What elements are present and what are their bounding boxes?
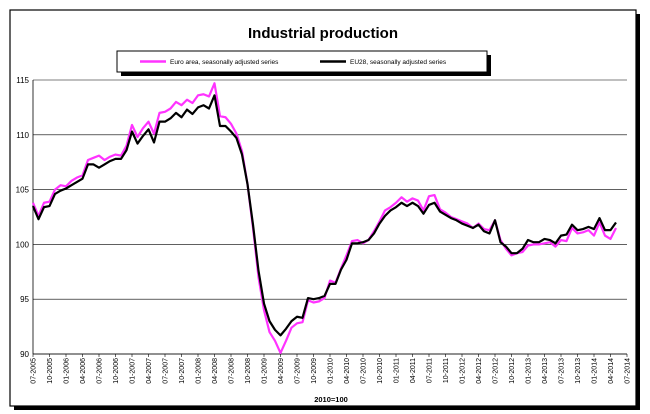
x-tick-label: 04-2013 — [542, 358, 549, 384]
x-tick-label: 07-2014 — [625, 358, 632, 384]
chart-title: Industrial production — [248, 25, 398, 42]
x-tick-label: 01-2014 — [592, 358, 599, 384]
legend-label-euro-area: Euro area, seasonally adjusted series — [170, 59, 279, 66]
x-axis: 07-2005 10-2005 01-2006 04-2006 07-2006 10-20… — [31, 353, 632, 384]
x-tick-label: 04-2006 — [80, 358, 87, 384]
y-tick-label: 105 — [16, 186, 30, 195]
x-tick-label: 10-2005 — [47, 358, 54, 384]
x-tick-label: 04-2011 — [410, 358, 417, 383]
x-tick-label: 04-2014 — [608, 358, 615, 384]
x-tick-label: 07-2011 — [427, 358, 434, 383]
x-tick-label: 01-2013 — [526, 358, 533, 384]
series-line-eu28 — [31, 94, 617, 337]
x-tick-label: 07-2009 — [295, 358, 302, 384]
series-lines — [31, 82, 617, 354]
y-tick-label: 95 — [20, 295, 29, 304]
y-tick-label: 110 — [16, 131, 29, 140]
x-tick-label: 07-2010 — [361, 358, 368, 384]
x-tick-label: 07-2013 — [559, 358, 566, 384]
x-tick-label: 10-2010 — [377, 358, 384, 384]
x-tick-label: 07-2008 — [229, 358, 236, 384]
x-tick-label: 01-2008 — [196, 358, 203, 384]
x-tick-label: 04-2009 — [278, 358, 285, 384]
x-tick-label: 10-2013 — [575, 358, 582, 384]
x-tick-label: 07-2007 — [163, 358, 170, 384]
x-tick-label: 01-2006 — [64, 358, 71, 384]
x-tick-label: 07-2006 — [97, 358, 104, 384]
y-tick-label: 90 — [20, 350, 29, 359]
x-tick-label: 07-2012 — [493, 358, 500, 384]
x-tick-label: 07-2005 — [31, 358, 38, 384]
x-axis-label: 2010=100 — [314, 395, 348, 404]
x-tick-label: 10-2009 — [311, 358, 318, 384]
y-tick-label: 100 — [16, 240, 30, 249]
legend-box — [116, 50, 488, 73]
x-tick-label: 01-2012 — [460, 358, 467, 384]
x-tick-label: 10-2011 — [443, 358, 450, 383]
legend-label-eu28: EU28, seasonally adjusted series — [350, 59, 447, 66]
x-tick-label: 10-2012 — [509, 358, 516, 384]
x-tick-label: 10-2007 — [179, 358, 186, 384]
x-tick-label: 04-2008 — [212, 358, 219, 384]
x-tick-label: 04-2010 — [344, 358, 351, 384]
x-tick-label: 01-2009 — [262, 358, 269, 384]
x-tick-label: 01-2007 — [130, 358, 137, 384]
x-tick-label: 10-2008 — [245, 358, 252, 384]
y-tick-label: 115 — [16, 76, 29, 85]
x-tick-label: 10-2006 — [113, 358, 120, 384]
y-axis: 90 95 100 105 110 115 — [16, 76, 34, 359]
x-tick-label: 04-2012 — [476, 358, 483, 384]
x-tick-label: 04-2007 — [146, 358, 153, 384]
x-tick-label: 01-2010 — [328, 358, 335, 384]
x-tick-label: 01-2011 — [394, 358, 401, 383]
